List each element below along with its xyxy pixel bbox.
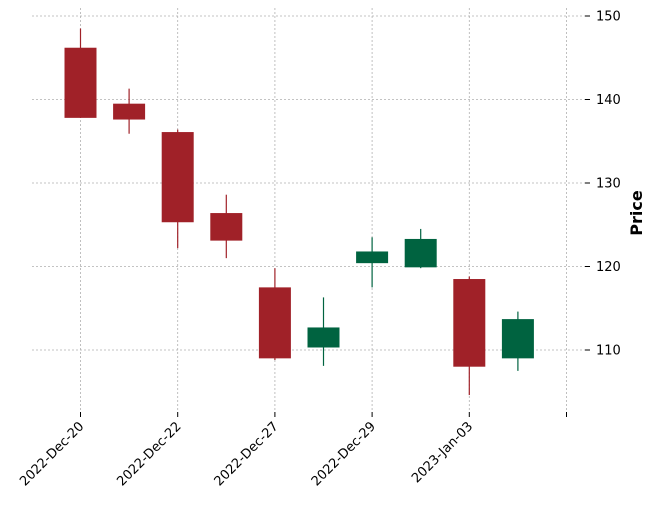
candles-layer [64,28,534,396]
candle-body [161,132,194,223]
candle-down [64,28,97,118]
candle-body [113,103,146,120]
x-tick-label: 2022-Dec-22 [114,419,184,489]
y-tick-label: 140 [596,93,621,108]
candle-body [404,238,437,268]
y-tick-label: 110 [596,344,621,359]
y-axis: 110 120 130 140 150 [585,10,621,359]
candle-down [113,88,146,134]
candle-up [356,237,389,288]
candle-down [453,276,486,396]
x-tick-label: 2022-Dec-27 [212,419,282,489]
y-tick-label: 120 [596,260,621,275]
x-tick-label: 2023-Jan-03 [409,419,476,486]
candle-up [501,311,534,371]
candle-body [356,251,389,264]
grid-layer [32,8,585,412]
x-axis: 2022-Dec-20 2022-Dec-22 2022-Dec-27 2022-De… [17,412,567,489]
candle-down [161,129,194,249]
y-axis-label: Price [627,190,646,236]
candle-up [307,297,340,366]
x-tick-label: 2022-Dec-29 [309,419,379,489]
candle-body [210,213,243,241]
candle-down [258,268,291,361]
y-tick-label: 150 [596,10,621,25]
candle-body [258,287,291,359]
x-tick-label: 2022-Dec-20 [17,419,87,489]
candle-body [64,47,97,118]
candle-down [210,194,243,259]
y-tick-label: 130 [596,177,621,192]
candle-body [501,319,534,359]
candle-body [307,327,340,348]
candle-up [404,228,437,269]
candle-body [453,279,486,367]
